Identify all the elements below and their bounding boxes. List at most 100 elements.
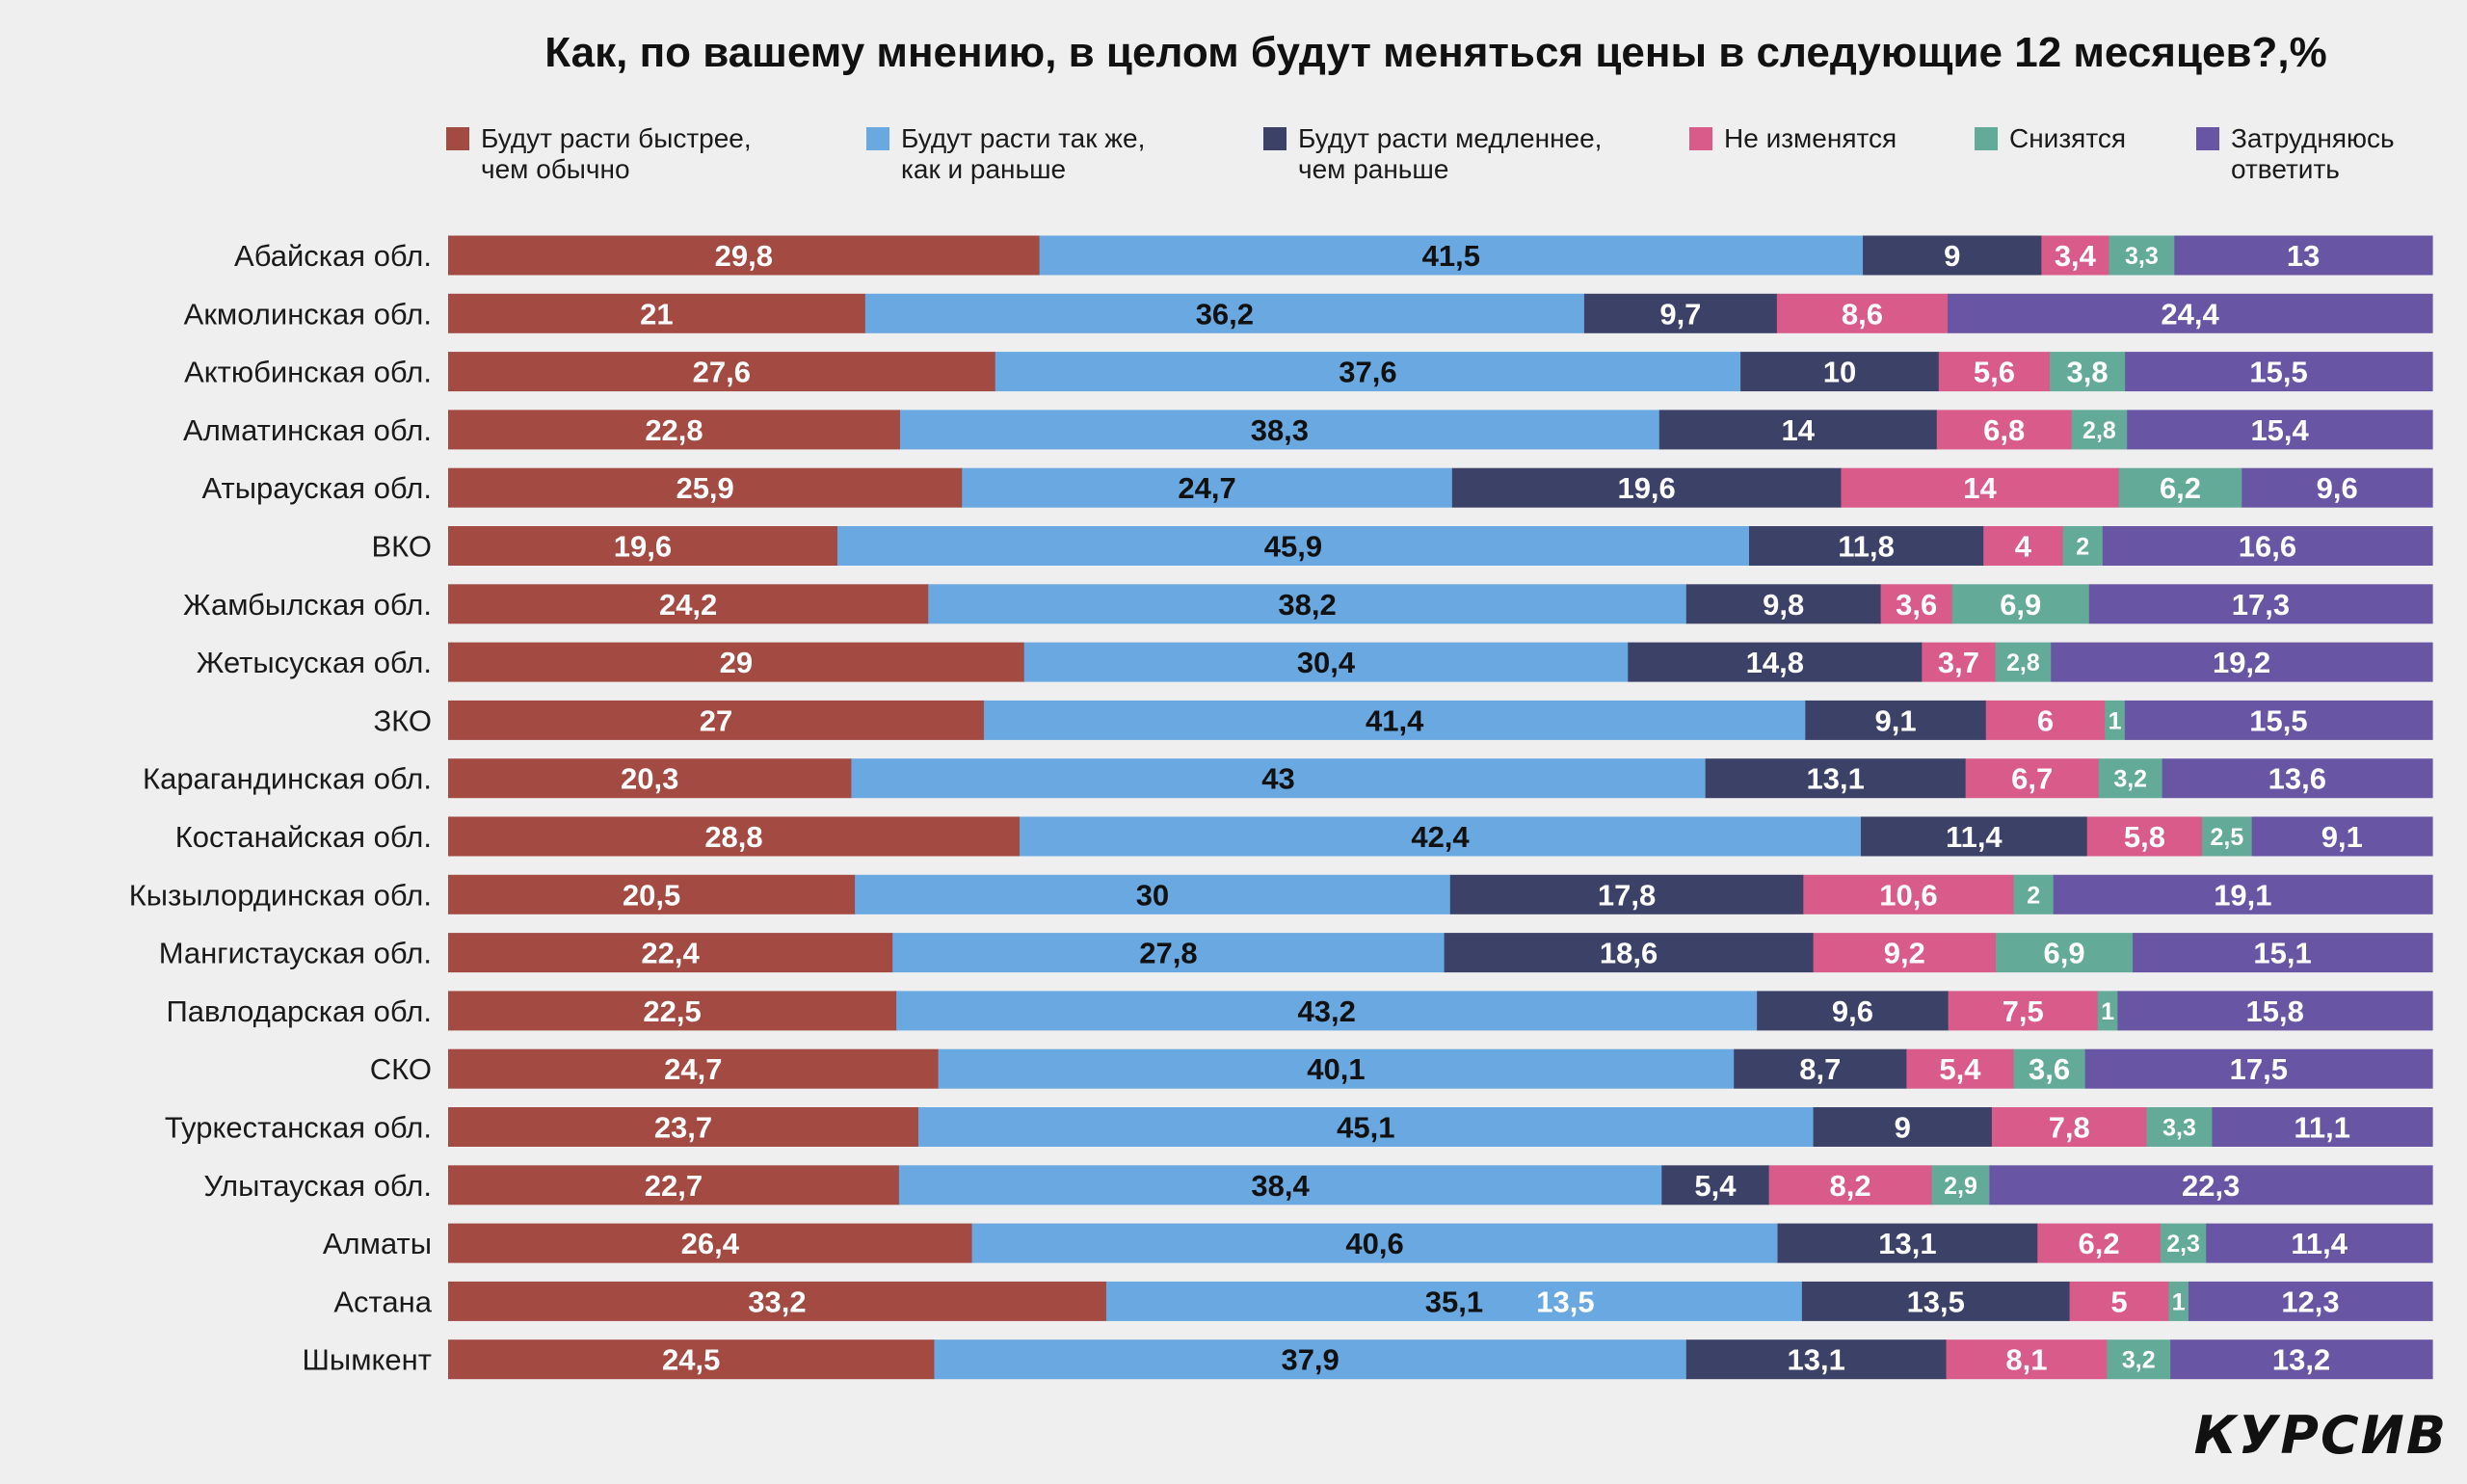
data-label: 6 <box>2037 703 2054 737</box>
bar-segment <box>2041 235 2109 276</box>
data-label: 6,8 <box>1983 413 2025 447</box>
data-label: 15,1 <box>2253 937 2311 970</box>
data-label: 16,6 <box>2239 530 2296 564</box>
legend-swatch <box>2196 127 2219 150</box>
legend-label: Затрудняюсь ответить <box>2231 123 2395 184</box>
category-label: СКО <box>370 1052 432 1086</box>
bar-segment <box>1989 1165 2433 1206</box>
bar-segment <box>1991 1107 2148 1147</box>
data-label: 40,6 <box>1345 1227 1403 1260</box>
legend-label: Будут расти медленнее, чем раньше <box>1298 123 1603 184</box>
legend-label: Снизятся <box>2009 123 2126 153</box>
data-label: 2 <box>2027 882 2040 909</box>
data-label: 9 <box>1895 1111 1911 1145</box>
bar-segment <box>448 933 893 973</box>
bar-segment <box>971 1223 1779 1263</box>
bar-segment <box>2050 352 2126 392</box>
bar-segment <box>2188 1281 2433 1321</box>
data-label: 5,8 <box>2124 820 2165 854</box>
bar-segment <box>2062 526 2104 566</box>
bar-segment <box>448 235 1041 276</box>
bar-segment <box>1951 584 2090 624</box>
data-label: 17,5 <box>2230 1052 2288 1086</box>
bar-segment <box>2117 991 2433 1031</box>
bar-segment <box>934 1339 1687 1380</box>
bar-segment <box>1936 410 2073 450</box>
data-label: 27,8 <box>1139 937 1197 970</box>
bar-segment <box>1880 584 1953 624</box>
data-label: 6,7 <box>2011 762 2053 796</box>
bar-segment <box>1705 758 1967 799</box>
bar-segment <box>1805 700 1987 740</box>
data-label: 2,5 <box>2211 824 2244 851</box>
data-label: 15,5 <box>2249 356 2307 389</box>
data-label: 18,6 <box>1600 937 1658 970</box>
bar-segment <box>938 1048 1735 1089</box>
bar-segment <box>1768 1165 1933 1206</box>
data-label: 22,7 <box>645 1169 703 1203</box>
data-label: 40,1 <box>1307 1052 1365 1086</box>
legend-item: Не изменятся <box>1689 123 1897 154</box>
data-label: 41,5 <box>1422 239 1480 273</box>
bar-segment <box>2013 874 2055 914</box>
legend-item: Будут расти так же, как и раньше <box>866 123 1145 185</box>
bar-segment <box>1863 235 2042 276</box>
bar-segment <box>448 642 1025 682</box>
data-label: 38,3 <box>1251 413 1309 447</box>
data-label: 9,7 <box>1659 297 1701 331</box>
bar-segment <box>1938 352 2051 392</box>
bar-segment <box>1748 526 1984 566</box>
data-label: 36,2 <box>1196 297 1254 331</box>
data-label: 42,4 <box>1411 820 1470 854</box>
data-label: 9,6 <box>1832 994 1873 1028</box>
data-label: 9 <box>1944 239 1960 273</box>
data-label: 13,5 <box>1907 1285 1965 1318</box>
bar-segment <box>2124 700 2433 740</box>
data-label: 19,6 <box>1617 471 1675 505</box>
legend-label: Будут расти быстрее, чем обычно <box>481 123 752 184</box>
data-label: 6,2 <box>2079 1227 2120 1260</box>
bar-segment <box>1931 1165 1990 1206</box>
bar-segment <box>1740 352 1940 392</box>
data-label: 11,4 <box>2291 1227 2348 1260</box>
bar-segment <box>1444 933 1815 973</box>
bar-segment <box>1105 1281 1803 1321</box>
bar-segment <box>448 1107 919 1147</box>
bar-segment <box>1861 816 2088 857</box>
data-label: 24,7 <box>664 1052 722 1086</box>
bar-segment <box>2168 1281 2189 1321</box>
bar-segment <box>2051 642 2433 682</box>
bar-segment <box>1906 1048 2015 1089</box>
bar-segment <box>448 1048 940 1089</box>
data-label: 11,4 <box>1946 820 2003 854</box>
bar-segment <box>448 1339 936 1380</box>
legend-label: Будут расти так же, как и раньше <box>901 123 1146 184</box>
data-label: 41,4 <box>1366 703 1424 737</box>
bar-segment <box>1628 642 1923 682</box>
bar-segment <box>864 293 1585 333</box>
bar-segment <box>1983 526 2064 566</box>
bar-segment <box>1813 1107 1993 1147</box>
bar-segment <box>448 700 985 740</box>
bar-segment <box>448 1223 973 1263</box>
bar-segment <box>2170 1339 2433 1380</box>
data-label: 27,6 <box>693 356 751 389</box>
kursiv-logo: КУРСИВ <box>2193 1405 2448 1466</box>
data-label: 6,2 <box>2160 471 2201 505</box>
bar-segment <box>2251 816 2433 857</box>
data-label: 8,6 <box>1842 297 1883 331</box>
data-label: 43 <box>1261 762 1294 796</box>
data-label: 15,8 <box>2246 994 2304 1028</box>
data-label: 6,9 <box>2000 588 2041 622</box>
bar-segment <box>448 991 897 1031</box>
bar-segment <box>2160 1223 2207 1263</box>
category-label: Абайская обл. <box>234 239 432 273</box>
data-label: 23,7 <box>654 1111 712 1145</box>
data-label: 20,3 <box>621 762 678 796</box>
data-label: 9,8 <box>1763 588 1804 622</box>
data-label: 38,4 <box>1251 1169 1310 1203</box>
bar-segment <box>1995 642 2052 682</box>
bar-segment <box>1449 874 1804 914</box>
category-label: ВКО <box>372 530 433 564</box>
